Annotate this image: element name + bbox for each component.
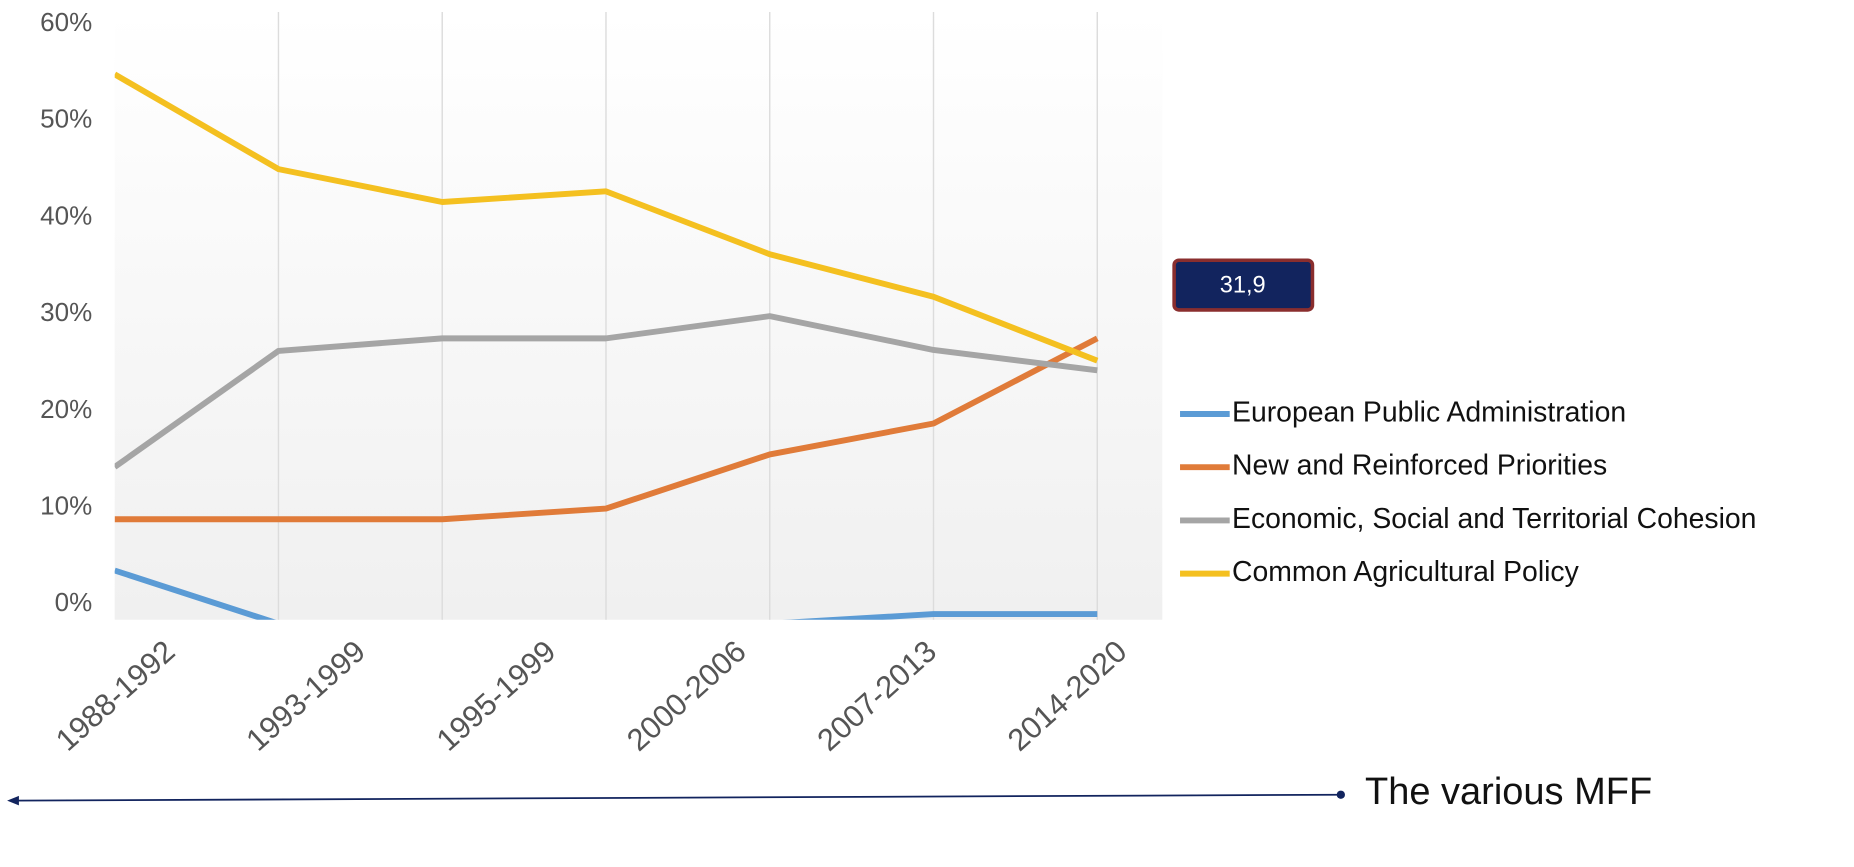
- legend-label: Economic, Social and Territorial Cohesio…: [1232, 503, 1756, 535]
- caption: The various MFF: [1365, 771, 1653, 813]
- x-tick-label: 1995-1999: [430, 633, 563, 757]
- y-tick-label: 50%: [40, 104, 92, 134]
- series-line: [114, 567, 1098, 620]
- arrow-dot: [1336, 790, 1345, 799]
- x-tick-label: 2000-2006: [620, 633, 753, 757]
- lines: [114, 71, 1099, 620]
- arrow: [11, 793, 1340, 802]
- x-tick-label: 2007-2013: [810, 633, 943, 757]
- series-line: [114, 335, 1099, 523]
- y-tick-label: 60%: [40, 7, 92, 37]
- x-tick-label: 1993-1999: [239, 633, 372, 757]
- x-tick-label: 2014-2020: [1001, 633, 1134, 757]
- legend-label: New and Reinforced Priorities: [1232, 450, 1607, 482]
- arrow-head: [7, 795, 19, 806]
- y-tick-label: 10%: [40, 491, 92, 521]
- legend-label: European Public Administration: [1232, 396, 1626, 428]
- legend-label: Common Agricultural Policy: [1232, 556, 1580, 588]
- y-tick-label: 30%: [40, 297, 92, 327]
- plot-area: [114, 11, 1163, 620]
- y-tick-label: 0%: [55, 587, 93, 617]
- series-line: [114, 313, 1098, 470]
- annotation: 31,9: [1220, 273, 1266, 299]
- y-tick-label: 40%: [40, 200, 92, 230]
- y-tick-label: 20%: [40, 394, 92, 424]
- annotation-box: [1172, 258, 1315, 312]
- series-line: [114, 71, 1099, 364]
- x-tick-label: 1988-1992: [49, 633, 182, 757]
